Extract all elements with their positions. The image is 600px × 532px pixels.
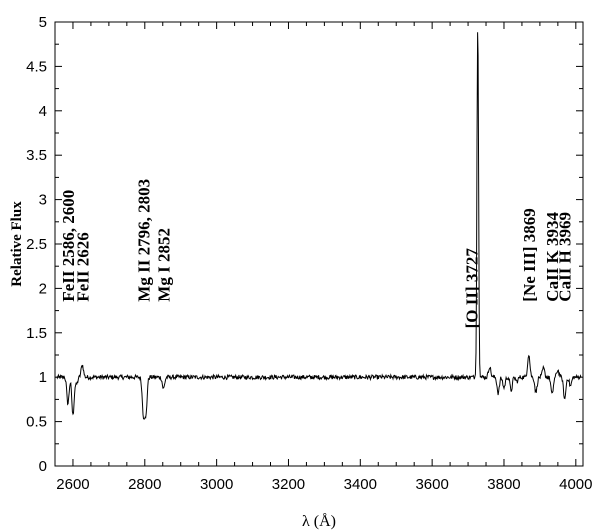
annotation-oii: [O II] 3727: [463, 248, 482, 329]
y-tick-label: 1.5: [26, 325, 47, 342]
spectrum-line: [56, 32, 582, 420]
annotation-mgii: Mg II 2796, 2803: [134, 179, 153, 302]
annotation-feii1: FeII 2586, 2600: [59, 190, 78, 302]
y-axis-label: Relative Flux: [9, 201, 25, 287]
x-tick-label: 3800: [487, 476, 520, 493]
annotation-caiik: CaII K 3934: [543, 211, 562, 301]
x-axis: 2600 2800 3000 3200 3400 3600 3800 4000: [54, 22, 593, 493]
x-tick-label: 3000: [200, 476, 233, 493]
y-axis: 0 0.5 1 1.5 2 2.5 3 3.5 4 4.5 5: [26, 14, 583, 475]
y-tick-label: 1: [39, 369, 47, 386]
x-axis-label: λ (Å): [302, 512, 336, 530]
x-tick-label: 2800: [128, 476, 161, 493]
y-tick-label: 3: [39, 192, 47, 209]
annotation-feii2: FeII 2626: [73, 232, 92, 301]
annotation-neiii: [Ne III] 3869: [520, 208, 539, 302]
y-tick-label: 2: [39, 280, 47, 297]
x-tick-label: 2600: [56, 476, 89, 493]
annotation-mgi: Mg I 2852: [155, 228, 174, 302]
annotation-caiih: CaII H 3969: [556, 212, 575, 302]
x-tick-label: 4000: [559, 476, 592, 493]
y-tick-label: 3.5: [26, 147, 47, 164]
x-tick-label: 3200: [272, 476, 305, 493]
y-tick-label: 4.5: [26, 58, 47, 75]
x-tick-label: 3400: [344, 476, 377, 493]
y-tick-label: 4: [39, 103, 47, 120]
y-tick-label: 0: [39, 458, 47, 475]
y-tick-label: 2.5: [26, 236, 47, 253]
x-tick-label: 3600: [415, 476, 448, 493]
y-tick-label: 0.5: [26, 414, 47, 431]
y-tick-label: 5: [39, 14, 47, 31]
